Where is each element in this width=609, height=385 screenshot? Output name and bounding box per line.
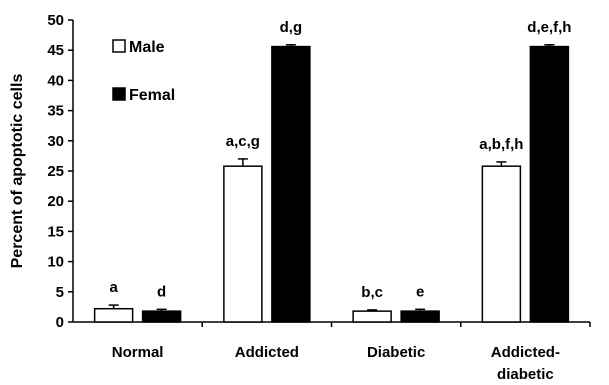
significance-label: a,b,f,h <box>479 136 523 153</box>
bar-femal-2 <box>400 310 440 323</box>
y-tick-label: 5 <box>56 284 64 301</box>
legend-label: Femal <box>129 87 175 104</box>
significance-label: d <box>157 283 166 300</box>
y-tick-label: 15 <box>47 223 64 240</box>
category-labels: Normal Addicted Diabetic Addicted-diabetic <box>112 344 560 383</box>
bar-male-0 <box>93 307 134 323</box>
significance-label: d,e,f,h <box>527 19 571 36</box>
category-label: Diabetic <box>367 344 425 361</box>
y-tick-label: 20 <box>47 193 64 210</box>
legend: Male Femal <box>112 39 175 104</box>
significance-label: b,c <box>361 284 383 301</box>
y-tick-label: 45 <box>47 42 64 59</box>
bar-male-1 <box>223 165 263 323</box>
y-tick-label: 40 <box>47 72 64 89</box>
y-tick-label: 35 <box>47 103 64 120</box>
y-axis-title: Percent of apoptotic cells <box>9 74 26 269</box>
category-label: Addicted <box>235 344 299 361</box>
category-label: Addicted-diabetic <box>491 344 560 383</box>
y-tick-label: 0 <box>56 314 64 331</box>
significance-label: a <box>109 279 118 296</box>
bar-femal-3 <box>529 45 570 323</box>
bar-male-3 <box>481 165 522 323</box>
y-axis-title-group: Percent of apoptotic cells <box>9 74 26 269</box>
significance-label: a,c,g <box>226 133 260 150</box>
bar-labels: a d a,c,g d,g b,c e a,b,f,h d,e,f,h <box>109 19 571 301</box>
legend-label: Male <box>129 39 165 56</box>
legend-swatch <box>112 87 126 101</box>
category-label: Normal <box>112 344 164 361</box>
bars <box>93 44 570 323</box>
legend-swatch <box>112 39 126 53</box>
y-tick-label: 50 <box>47 12 64 29</box>
y-tick-label: 30 <box>47 133 64 150</box>
bar-male-2 <box>352 310 392 323</box>
bar-femal-0 <box>141 310 182 323</box>
y-tick-label: 10 <box>47 254 64 271</box>
y-ticks: 0 5 10 15 20 25 30 35 40 45 50 <box>47 12 73 331</box>
significance-label: e <box>416 283 424 300</box>
significance-label: d,g <box>280 19 303 36</box>
bar-femal-1 <box>271 45 311 323</box>
y-tick-label: 25 <box>47 163 64 180</box>
